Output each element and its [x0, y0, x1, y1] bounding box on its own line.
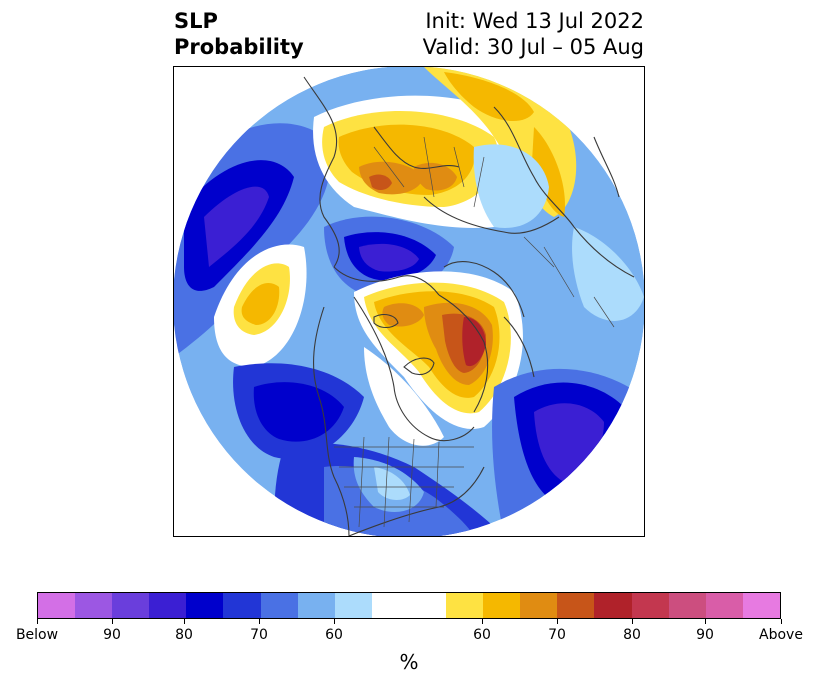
polar-map — [173, 66, 645, 537]
colorbar-tick-mark — [334, 619, 335, 624]
colorbar-tick-label: Above — [759, 627, 803, 643]
colorbar-segment — [112, 593, 150, 618]
colorbar-tick-mark — [112, 619, 113, 624]
valid-range: Valid: 30 Jul – 05 Aug — [422, 35, 644, 59]
colorbar-segment — [594, 593, 632, 618]
colorbar-tick-mark — [705, 619, 706, 624]
colorbar-segment — [631, 593, 669, 618]
colorbar-segment — [186, 593, 224, 618]
colorbar-tick-label: 90 — [103, 627, 121, 643]
colorbar-tick-mark — [781, 619, 782, 624]
colorbar-tick-mark — [184, 619, 185, 624]
title-line-2: Probability — [174, 35, 304, 59]
colorbar-segment — [260, 593, 298, 618]
colorbar-label: % — [399, 650, 419, 674]
colorbar-segment — [705, 593, 743, 618]
colorbar-segment — [483, 593, 521, 618]
colorbar-segment — [371, 593, 447, 618]
colorbar-tick-label: 80 — [175, 627, 193, 643]
colorbar-tick-label: 60 — [473, 627, 491, 643]
init-valid-info: Init: Wed 13 Jul 2022 Valid: 30 Jul – 05… — [423, 8, 644, 60]
colorbar-tick-mark — [259, 619, 260, 624]
colorbar-tick-mark — [37, 619, 38, 624]
colorbar-tick-label: 70 — [250, 627, 268, 643]
colorbar-tick-label: 80 — [623, 627, 641, 643]
title-line-1: SLP — [174, 9, 218, 33]
colorbar-segment — [557, 593, 595, 618]
coastlines — [303, 76, 635, 536]
map-title: SLP Probability — [174, 8, 304, 60]
colorbar-tick-mark — [557, 619, 558, 624]
colorbar-segment — [668, 593, 706, 618]
colorbar-segment — [334, 593, 372, 618]
colorbar-segment — [520, 593, 558, 618]
colorbar-tick-label: 60 — [325, 627, 343, 643]
borders — [334, 136, 615, 528]
colorbar-segment — [38, 593, 76, 618]
colorbar-segment — [297, 593, 335, 618]
init-date: Init: Wed 13 Jul 2022 — [425, 9, 644, 33]
colorbar-tick-label: 70 — [548, 627, 566, 643]
colorbar-segment — [742, 593, 780, 618]
polar-map-svg — [174, 67, 644, 536]
colorbar-segment — [75, 593, 113, 618]
colorbar-tick-mark — [482, 619, 483, 624]
colorbar-tick-label: Below — [15, 627, 59, 643]
colorbar-segment — [223, 593, 261, 618]
colorbar-tick-label: 90 — [696, 627, 714, 643]
colorbar — [37, 592, 781, 619]
probability-field — [174, 67, 644, 536]
colorbar-segment — [446, 593, 484, 618]
colorbar-tick-mark — [632, 619, 633, 624]
colorbar-segment — [149, 593, 187, 618]
